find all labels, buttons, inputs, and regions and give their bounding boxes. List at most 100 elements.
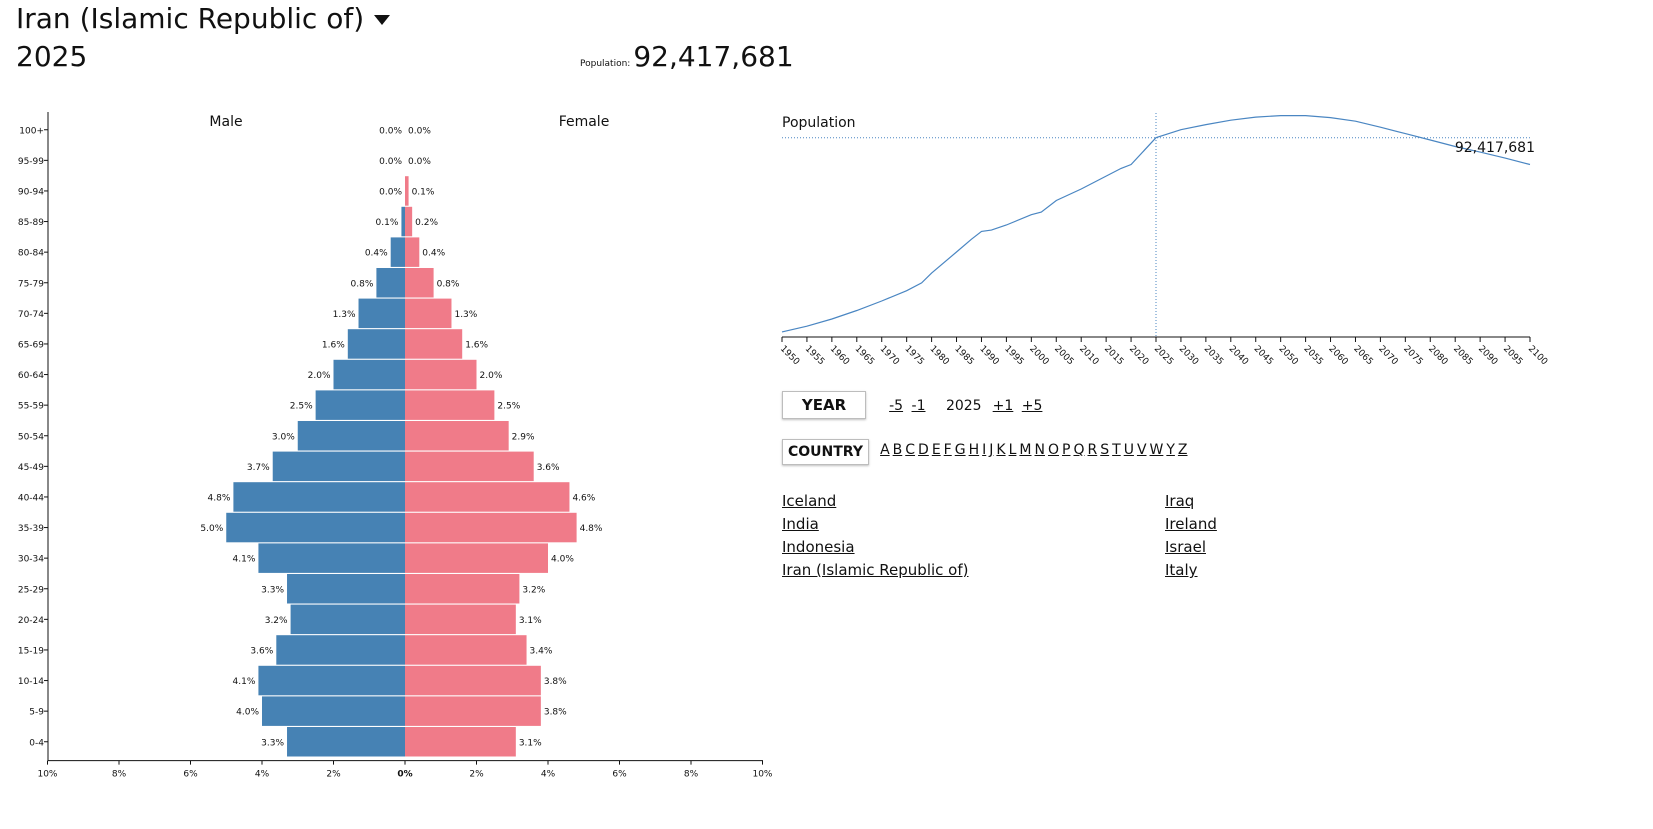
male-value-label: 0.1% [376,218,399,228]
male-value-label: 3.0% [272,432,295,442]
letter-link-p[interactable]: P [1062,442,1071,458]
age-group-label: 35-39 [18,524,44,534]
letter-link-b[interactable]: B [892,442,903,458]
pyramid-axes: 100+ 95-99 90-94 85-89 80-84 75-79 70-74 65-69 6… [18,112,773,780]
country-link[interactable]: Israel [1165,538,1206,556]
letter-link-o[interactable]: O [1047,442,1060,458]
male-value-label: 4.1% [233,555,256,565]
x-tick-label: 4% [541,770,556,780]
year-plus5-link[interactable]: +5 [1021,398,1043,414]
letter-link-h[interactable]: H [968,442,980,458]
letter-link-u[interactable]: U [1123,442,1134,458]
letter-link-d[interactable]: D [918,442,929,458]
letter-link-n[interactable]: N [1034,442,1045,458]
letter-link-g[interactable]: G [954,442,966,458]
age-group-label: 65-69 [18,340,44,350]
letter-link-y[interactable]: Y [1166,442,1175,458]
female-value-label: 3.8% [544,708,567,718]
letter-link-c[interactable]: C [905,442,916,458]
female-bar-60-64 [405,359,477,390]
male-value-label: 2.0% [308,371,331,381]
country-link[interactable]: Iraq [1165,492,1195,510]
female-bar-5-9 [405,696,541,726]
age-group-label: 40-44 [18,493,44,503]
year-tick-label: 2045 [1252,344,1275,367]
year-tick-label: 2085 [1451,344,1474,367]
female-value-label: 0.2% [415,218,438,228]
letter-link-e[interactable]: E [931,442,941,458]
country-link[interactable]: Ireland [1165,515,1217,533]
year-button[interactable]: YEAR [782,391,866,419]
year-minus1-link[interactable]: -1 [911,398,926,414]
female-bar-10-14 [405,665,541,696]
year-tick-label: 2025 [1152,344,1175,367]
caret-down-icon [374,15,391,25]
country-button[interactable]: COUNTRY [782,439,869,465]
male-bar-40-44 [233,482,405,512]
x-tick-label: 10% [752,770,772,780]
female-value-label: 0.4% [422,249,445,259]
female-value-label: 0.0% [408,157,431,167]
age-group-label: 30-34 [18,555,44,565]
female-value-label: 0.1% [412,187,435,197]
population-pyramid-chart: 0.0% 0.0% 0.0% 0.0% 0.0% 0.1% 0.1% 0.2% 0.4% 0.4%… [18,112,773,780]
year-tick-label: 2030 [1177,344,1200,367]
female-value-label: 4.6% [572,493,595,503]
letter-link-v[interactable]: V [1136,442,1147,458]
female-value-label: 2.5% [497,402,520,412]
letter-link-s[interactable]: S [1100,442,1110,458]
letter-link-t[interactable]: T [1112,442,1121,458]
x-tick-label: 2% [469,770,484,780]
country-link[interactable]: India [782,515,819,533]
male-value-label: 4.8% [208,493,231,503]
letter-link-w[interactable]: W [1149,442,1164,458]
year-tick-label: 1980 [927,344,950,367]
male-bar-65-69 [347,329,405,359]
letter-link-q[interactable]: Q [1073,442,1085,458]
male-bar-10-14 [258,665,405,696]
male-value-label: 1.3% [333,310,356,320]
year-tick-label: 1990 [977,344,1000,367]
female-bar-70-74 [405,298,452,329]
year-tick-label: 2000 [1027,344,1050,367]
year-tick-label: 2050 [1277,344,1300,367]
country-link[interactable]: Iceland [782,492,837,510]
male-value-label: 0.0% [379,187,402,197]
male-bar-30-34 [258,543,405,573]
year-tick-label: 2060 [1326,344,1349,367]
letter-link-l[interactable]: L [1008,442,1017,458]
year-title: 2025 [16,40,88,73]
male-value-label: 3.3% [261,585,284,595]
x-tick-label: 8% [684,770,699,780]
country-list-right: Iraq Ireland Israel Italy [1165,490,1217,582]
letter-link-j[interactable]: J [989,442,994,458]
country-link[interactable]: Indonesia [782,538,855,556]
letter-link-f[interactable]: F [943,442,952,458]
male-bar-80-84 [390,237,405,267]
male-bar-15-19 [276,635,405,665]
year-tick-label: 2005 [1052,344,1075,367]
letter-link-i[interactable]: I [982,442,987,458]
letter-link-m[interactable]: M [1019,442,1032,458]
year-tick-label: 2070 [1376,344,1399,367]
country-selector[interactable]: Iran (Islamic Republic of) [16,2,391,35]
letter-link-z[interactable]: Z [1177,442,1188,458]
age-group-label: 90-94 [18,187,44,197]
year-tick-label: 1995 [1002,344,1025,367]
letter-link-a[interactable]: A [880,442,890,458]
letter-link-r[interactable]: R [1087,442,1098,458]
country-link[interactable]: Italy [1165,561,1198,579]
female-bar-50-54 [405,421,509,451]
female-value-label: 0.8% [437,279,460,289]
female-value-label: 4.0% [551,555,574,565]
female-bar-65-69 [405,329,463,359]
year-plus1-link[interactable]: +1 [992,398,1014,414]
x-tick-label: 10% [37,770,57,780]
year-minus5-link[interactable]: -5 [889,398,904,414]
letter-link-k[interactable]: K [996,442,1006,458]
female-label: Female [559,114,610,130]
country-link[interactable]: Iran (Islamic Republic of) [782,561,969,579]
female-value-label: 2.9% [512,432,535,442]
age-group-label: 50-54 [18,432,44,442]
